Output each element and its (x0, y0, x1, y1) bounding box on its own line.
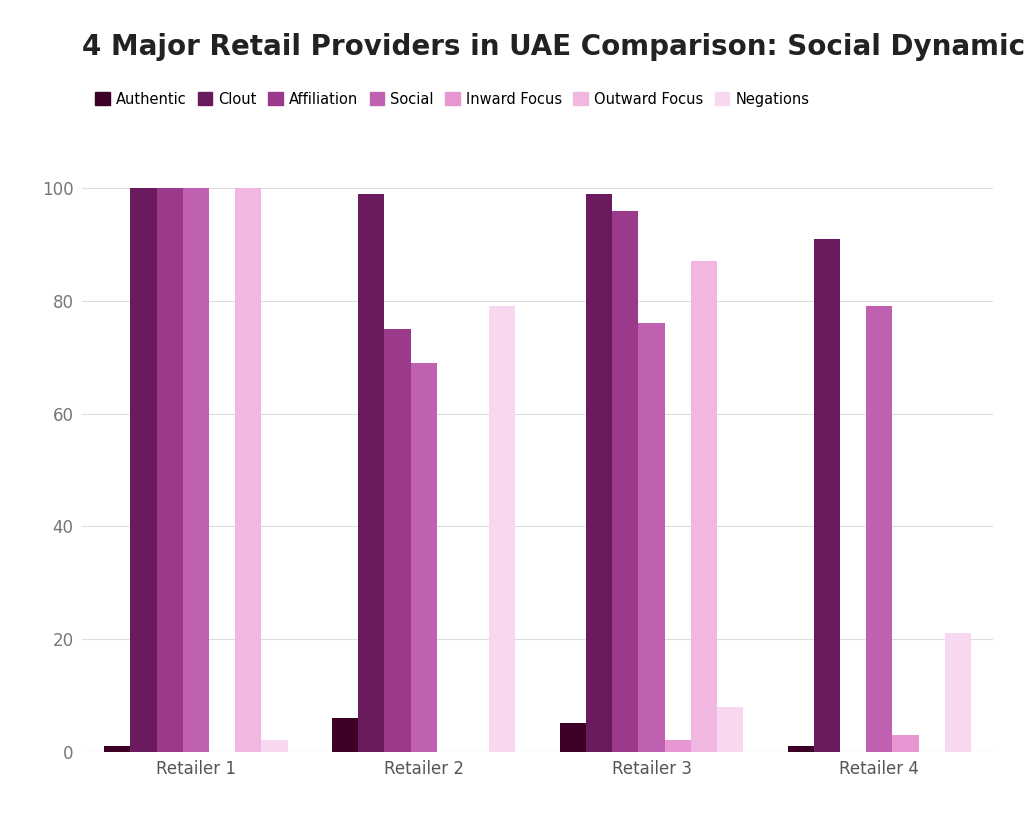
Legend: Authentic, Clout, Affiliation, Social, Inward Focus, Outward Focus, Negations: Authentic, Clout, Affiliation, Social, I… (89, 86, 815, 112)
Bar (104, 746, 130, 752)
Bar (130, 188, 157, 752)
Text: 4 Major Retail Providers in UAE Comparison: Social Dynamics: 4 Major Retail Providers in UAE Comparis… (82, 33, 1024, 61)
Bar (560, 724, 586, 752)
Bar (945, 634, 971, 752)
Bar (182, 188, 209, 752)
Bar (717, 706, 743, 752)
Bar (612, 211, 638, 752)
Bar (691, 261, 717, 752)
Bar (332, 718, 358, 752)
Bar (358, 194, 384, 752)
Bar (665, 740, 691, 752)
Bar (638, 323, 665, 752)
Bar (586, 194, 612, 752)
Bar (236, 188, 261, 752)
Bar (157, 188, 182, 752)
Bar (261, 740, 288, 752)
Bar (489, 306, 515, 752)
Bar (866, 306, 893, 752)
Bar (893, 735, 919, 752)
Bar (787, 746, 814, 752)
Bar (814, 239, 840, 752)
Bar (411, 363, 437, 752)
Bar (384, 329, 411, 752)
